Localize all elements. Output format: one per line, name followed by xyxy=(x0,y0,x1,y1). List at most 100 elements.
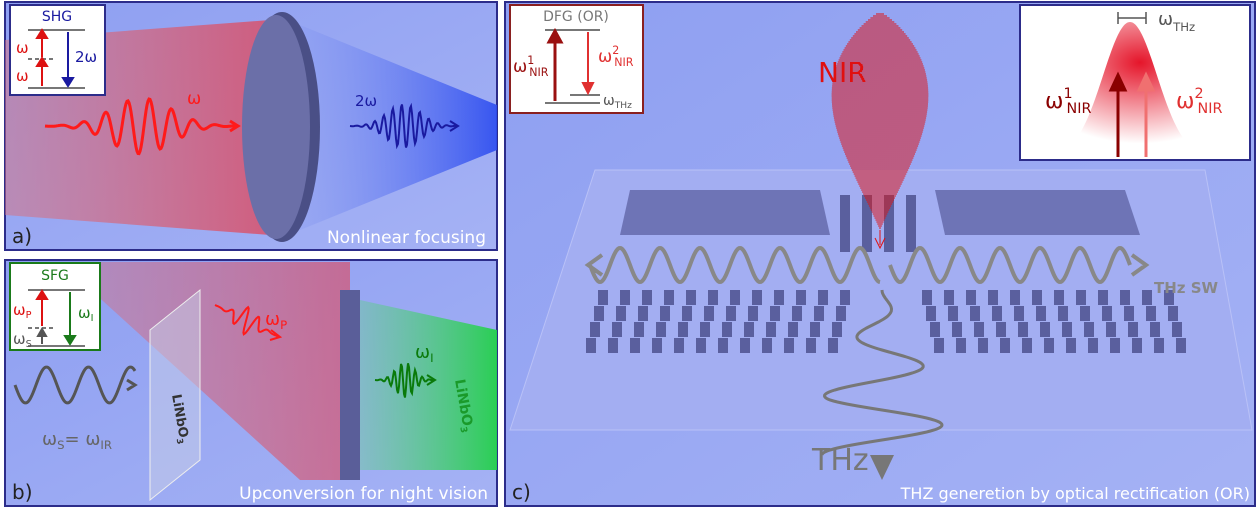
pillar xyxy=(906,223,916,238)
symbol: ω xyxy=(1158,9,1173,30)
pillar xyxy=(832,322,842,337)
pillar xyxy=(840,209,850,224)
pillar xyxy=(1128,322,1138,337)
pillar xyxy=(1098,290,1108,305)
subscript: THz xyxy=(614,101,632,111)
symbol: ω xyxy=(78,304,91,322)
pillar xyxy=(1054,290,1064,305)
pillar xyxy=(1150,322,1160,337)
pillar xyxy=(992,306,1002,321)
pillar xyxy=(1176,338,1186,353)
metasurface xyxy=(340,290,360,480)
pillar xyxy=(774,290,784,305)
pillar xyxy=(686,290,696,305)
pillar xyxy=(1132,338,1142,353)
pillar xyxy=(836,306,846,321)
pillar xyxy=(1076,290,1086,305)
pillar xyxy=(1000,338,1010,353)
caption: Upconversion for night vision xyxy=(239,484,488,504)
pillar xyxy=(840,290,850,305)
pillar xyxy=(1120,290,1130,305)
pillar xyxy=(630,338,640,353)
pillar xyxy=(1022,338,1032,353)
pillar xyxy=(806,338,816,353)
pillar xyxy=(1110,338,1120,353)
subscript: P xyxy=(280,318,287,332)
pillar xyxy=(674,338,684,353)
pillar xyxy=(978,338,988,353)
pillar xyxy=(796,290,806,305)
pillar xyxy=(1044,338,1054,353)
pillar xyxy=(966,290,976,305)
pillar xyxy=(708,290,718,305)
pillar xyxy=(1010,290,1020,305)
pillar xyxy=(586,338,596,353)
symbol: ω xyxy=(1176,89,1194,114)
pillar xyxy=(590,322,600,337)
pillar xyxy=(934,338,944,353)
pillar xyxy=(956,338,966,353)
thz-label: THz xyxy=(811,443,869,478)
symbol: ω xyxy=(598,47,612,67)
pillar xyxy=(696,338,706,353)
pillar xyxy=(828,338,838,353)
pillar xyxy=(1154,338,1164,353)
pillar xyxy=(974,322,984,337)
pillar xyxy=(1172,322,1182,337)
symbol: ω xyxy=(85,429,100,450)
pillar xyxy=(1058,306,1068,321)
subscript: NIR xyxy=(1067,101,1092,117)
pillar xyxy=(616,306,626,321)
pillar xyxy=(922,290,932,305)
pillar xyxy=(1036,306,1046,321)
pillar xyxy=(726,306,736,321)
pillar xyxy=(664,290,674,305)
sw-label: THz SW xyxy=(1154,279,1219,297)
metalens-face xyxy=(242,15,310,239)
pillar xyxy=(1146,306,1156,321)
pillar xyxy=(996,322,1006,337)
pillar xyxy=(748,306,758,321)
pillar xyxy=(1040,322,1050,337)
pillar xyxy=(1066,338,1076,353)
pillar xyxy=(722,322,732,337)
pillar xyxy=(906,209,916,224)
pillar xyxy=(1168,306,1178,321)
pillar xyxy=(840,195,850,210)
pillar xyxy=(970,306,980,321)
pillar xyxy=(634,322,644,337)
omega: ω xyxy=(16,39,29,57)
caption: THZ generetion by optical rectification … xyxy=(900,484,1250,503)
pillar xyxy=(700,322,710,337)
pillar xyxy=(1018,322,1028,337)
pillar xyxy=(620,290,630,305)
pillar xyxy=(1032,290,1042,305)
panel-label: b) xyxy=(12,480,33,504)
pillar xyxy=(818,290,828,305)
inset-title: DFG (OR) xyxy=(543,9,609,25)
subscript: S xyxy=(57,438,64,452)
pillar xyxy=(1088,338,1098,353)
pillar xyxy=(678,322,688,337)
pillar xyxy=(792,306,802,321)
subscript: IR xyxy=(100,438,112,452)
electrode xyxy=(620,190,830,235)
pillar xyxy=(766,322,776,337)
pillar xyxy=(682,306,692,321)
pillar xyxy=(1080,306,1090,321)
pillar xyxy=(638,306,648,321)
pillar xyxy=(1014,306,1024,321)
pillar xyxy=(1084,322,1094,337)
pillar xyxy=(608,338,618,353)
pillar xyxy=(1102,306,1112,321)
pillar xyxy=(704,306,714,321)
pillar xyxy=(988,290,998,305)
pillar xyxy=(788,322,798,337)
pillar xyxy=(656,322,666,337)
pillar xyxy=(1124,306,1134,321)
subscript: I xyxy=(91,313,94,324)
symbol: ω xyxy=(265,309,280,330)
pillar xyxy=(752,290,762,305)
pillar xyxy=(862,209,872,224)
symbol: ω xyxy=(42,429,57,450)
